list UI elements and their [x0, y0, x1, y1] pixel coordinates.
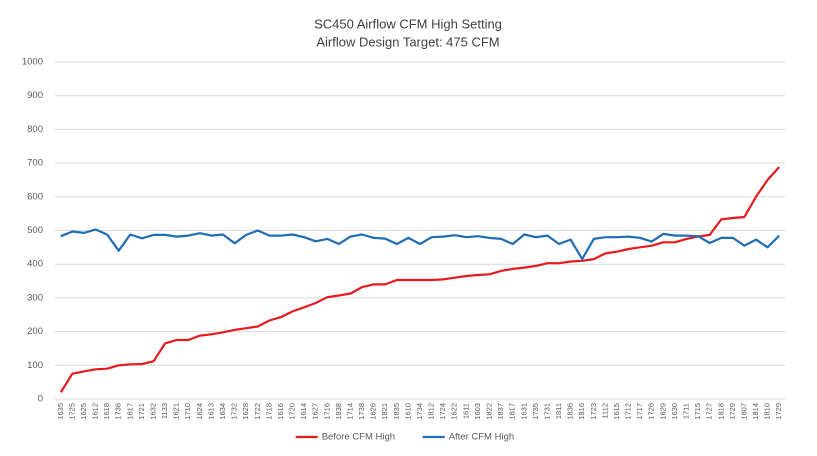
x-tick-label: 1635: [56, 403, 65, 420]
x-tick-label: 1725: [67, 403, 76, 420]
x-tick-label: 1631: [519, 403, 528, 420]
y-tick-label: 400: [27, 259, 43, 270]
x-tick-label: 1838: [334, 403, 343, 420]
x-tick-label: 1632: [148, 403, 157, 420]
chart-subtitle: Airflow Design Target: 475 CFM: [316, 34, 499, 49]
x-tick-label: 1615: [612, 403, 621, 420]
x-tick-label: 1710: [183, 403, 192, 420]
x-tick-label: 1814: [751, 403, 760, 420]
x-tick-label: 1618: [102, 403, 111, 420]
x-tick-label: 1613: [206, 403, 215, 420]
x-tick-label: 1624: [195, 403, 204, 420]
y-tick-label: 900: [27, 90, 43, 101]
x-tick-label: 1617: [125, 403, 134, 420]
data-line: [59, 166, 781, 393]
x-tick-label: 1810: [763, 403, 772, 420]
x-tick-label: 1627: [311, 403, 320, 420]
data-line: [60, 228, 780, 261]
x-tick-label: 1112: [600, 403, 609, 419]
y-tick-label: 0: [38, 394, 43, 405]
x-tick-label: 1628: [241, 403, 250, 420]
y-tick-label: 100: [27, 360, 43, 371]
x-tick-label: 1720: [288, 403, 297, 420]
x-tick-label: 1821: [380, 403, 389, 420]
x-tick-label: 1726: [647, 403, 656, 420]
x-tick-label: 1807: [739, 403, 748, 420]
x-tick-label: 1732: [230, 403, 239, 420]
x-tick-label: 1712: [624, 403, 633, 420]
x-tick-label: 1603: [473, 403, 482, 420]
x-tick-label: 1812: [427, 403, 436, 420]
x-tick-label: 1818: [716, 403, 725, 420]
x-tick-label: 1735: [531, 403, 540, 420]
x-tick-label: 1835: [392, 403, 401, 420]
x-tick-label: 1729: [728, 403, 737, 420]
x-tick-label: 1723: [589, 403, 598, 420]
x-tick-label: 1738: [357, 403, 366, 420]
x-tick-label: 1731: [542, 403, 551, 420]
x-tick-label: 1611: [461, 403, 470, 419]
legend-label: After CFM High: [449, 432, 514, 443]
x-tick-label: 1133: [160, 403, 169, 419]
x-tick-label: 1716: [322, 403, 331, 420]
x-tick-label: 1610: [403, 403, 412, 420]
y-tick-label: 300: [27, 292, 43, 303]
y-tick-label: 600: [27, 191, 43, 202]
x-tick-label: 1630: [670, 403, 679, 420]
y-tick-label: 800: [27, 124, 43, 135]
x-tick-label: 1715: [693, 403, 702, 420]
x-tick-label: 1622: [450, 403, 459, 420]
x-tick-label: 1717: [635, 403, 644, 420]
x-tick-label: 1621: [172, 403, 181, 420]
x-tick-label: 1714: [345, 403, 354, 420]
x-tick-label: 1626: [369, 403, 378, 420]
x-tick-label: 1625: [79, 403, 88, 420]
x-tick-label: 1811: [554, 403, 563, 419]
x-tick-label: 1711: [681, 403, 690, 419]
x-tick-label: 1724: [438, 403, 447, 420]
x-tick-label: 1616: [276, 403, 285, 420]
x-tick-label: 1722: [253, 403, 262, 420]
x-tick-label: 1718: [264, 403, 273, 420]
x-tick-label: 1729: [774, 403, 783, 420]
x-tick-label: 1629: [658, 403, 667, 420]
x-tick-label: 1727: [705, 403, 714, 420]
x-tick-label: 1836: [566, 403, 575, 420]
chart-title: SC450 Airflow CFM High Setting: [314, 16, 502, 31]
legend-label: Before CFM High: [322, 432, 395, 443]
x-tick-label: 1822: [485, 403, 494, 420]
y-tick-label: 700: [27, 158, 43, 169]
x-tick-label: 1837: [496, 403, 505, 420]
x-tick-label: 1634: [218, 403, 227, 420]
x-tick-label: 1736: [114, 403, 123, 420]
x-tick-label: 1817: [508, 403, 517, 420]
y-tick-label: 200: [27, 326, 43, 337]
x-tick-label: 1816: [577, 403, 586, 420]
x-tick-label: 1721: [137, 403, 146, 420]
x-tick-label: 1614: [299, 403, 308, 420]
y-tick-label: 500: [27, 225, 43, 236]
y-tick-label: 1000: [22, 57, 43, 68]
x-tick-label: 1612: [91, 403, 100, 420]
x-tick-label: 1734: [415, 403, 424, 420]
